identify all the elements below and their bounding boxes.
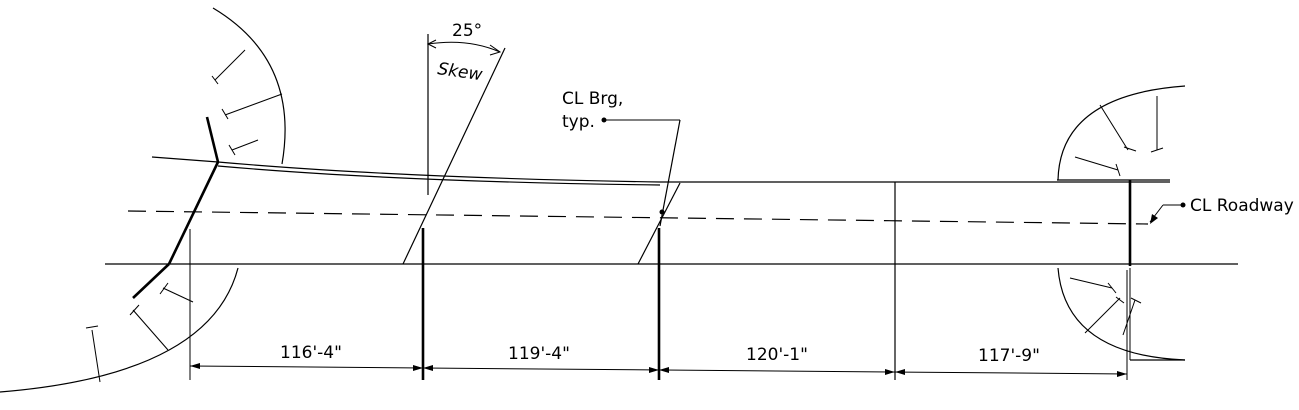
cl-brg-annotation: CL Brg, typ. — [562, 89, 680, 215]
left-embankment — [0, 7, 286, 393]
cl-roadway-label: CL Roadway — [1190, 196, 1294, 216]
skew-annotation: 25° Skew — [426, 21, 502, 85]
right-embankment — [1057, 85, 1186, 361]
cl-brg-label-line2: typ. — [562, 112, 595, 132]
span-3-length: 120'-1" — [746, 345, 808, 365]
span-1-length: 116'-4" — [280, 343, 342, 363]
cl-roadway-annotation: CL Roadway — [1149, 196, 1294, 224]
pier-lines — [189, 34, 1128, 380]
span-dimensions: 116'-4" 119'-4" 120'-1" 117'-9" — [189, 343, 1128, 377]
cl-roadway-line — [127, 210, 1149, 225]
span-4-length: 117'-9" — [978, 346, 1040, 366]
span-2-length: 119'-4" — [508, 344, 570, 364]
deck-outline — [105, 156, 1238, 361]
cl-brg-label-line1: CL Brg, — [562, 89, 623, 109]
skew-label: Skew — [436, 59, 483, 85]
skew-angle-label: 25° — [452, 21, 482, 41]
abutments — [132, 116, 1132, 299]
